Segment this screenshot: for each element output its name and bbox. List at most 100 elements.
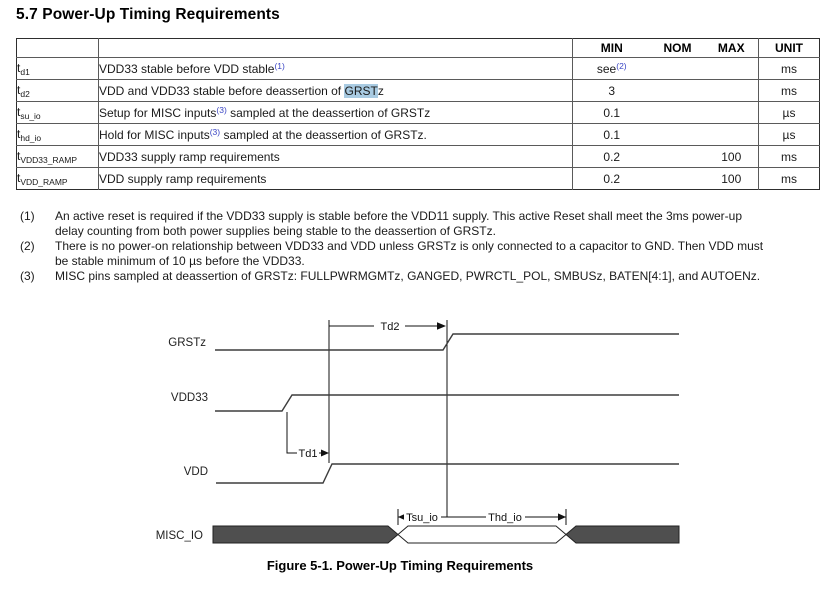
unit-value: µs: [758, 101, 820, 124]
min-value: 0.1: [572, 123, 651, 146]
param-symbol: td1: [16, 57, 99, 80]
table-row: tVDD33_RAMP VDD33 supply ramp requiremen…: [16, 145, 820, 168]
grstz-signal-label: GRSTz: [168, 337, 206, 349]
description-text: VDD33 supply ramp requirements: [99, 149, 280, 164]
footnote-number: (2): [20, 239, 35, 253]
description-text: Hold for MISC inputs: [99, 128, 210, 142]
param-description: Setup for MISC inputs(3) sampled at the …: [98, 101, 573, 124]
misc-io-bus-valid-right: [565, 525, 680, 544]
min-text: see: [596, 62, 617, 76]
thd-label-mask: [486, 510, 525, 524]
td1-label: Td1: [299, 448, 318, 460]
min-text: 3: [608, 84, 616, 98]
description-tail: sampled at the deassertion of GRSTz.: [220, 128, 427, 142]
unit-value: ms: [758, 167, 820, 190]
table-row: thd_io Hold for MISC inputs(3) sampled a…: [16, 123, 820, 146]
description-text: Setup for MISC inputs: [99, 106, 217, 120]
misc-io-signal-label: MISC_IO: [156, 530, 203, 542]
footnote-line: There is no power-on relationship betwee…: [55, 239, 764, 253]
nom-value: [650, 145, 705, 168]
min-value: 3: [572, 79, 651, 102]
max-value: [704, 101, 759, 124]
table-body: td1 VDD33 stable before VDD stable(1) se…: [16, 57, 820, 190]
misc-io-bus-valid-left: [212, 525, 399, 544]
footnotes: (1) An active reset is required if the V…: [20, 209, 820, 284]
unit-value: ms: [758, 145, 820, 168]
footnote-2: (2) There is no power-on relationship be…: [20, 239, 820, 269]
table-row: td1 VDD33 stable before VDD stable(1) se…: [16, 57, 820, 80]
max-value: [704, 57, 759, 80]
vdd33-signal-label: VDD33: [171, 392, 208, 404]
symbol-subscript: d1: [20, 66, 30, 77]
param-description: Hold for MISC inputs(3) sampled at the d…: [98, 123, 573, 146]
tsu-label-mask: [404, 510, 441, 524]
footnote-1: (1) An active reset is required if the V…: [20, 209, 820, 239]
header-unit: UNIT: [758, 38, 820, 58]
max-value: [704, 79, 759, 102]
header-max: MAX: [717, 41, 745, 55]
header-symbol: [16, 38, 99, 58]
symbol-base: t: [17, 82, 21, 97]
footnote-text: An active reset is required if the VDD33…: [55, 209, 820, 239]
nom-value: [650, 123, 705, 146]
symbol-base: t: [17, 126, 21, 141]
symbol-base: t: [17, 60, 21, 75]
min-value: see(2): [572, 57, 651, 80]
description-text: VDD33 stable before VDD stable: [99, 62, 275, 76]
thd-io-label: Thd_io: [488, 512, 522, 524]
unit-value: µs: [758, 123, 820, 146]
nom-value: [650, 79, 705, 102]
header-description: [98, 38, 573, 58]
timing-requirements-table: MIN NOM MAX UNIT td1 VDD33 stable before…: [16, 38, 820, 190]
grstz-waveform: [215, 333, 679, 351]
param-symbol: tsu_io: [16, 101, 99, 124]
footnote-link[interactable]: (1): [274, 61, 285, 71]
param-description: VDD and VDD33 stable before deassertion …: [98, 79, 573, 102]
param-description: VDD33 stable before VDD stable(1): [98, 57, 573, 80]
description-tail: sampled at the deassertion of GRSTz: [226, 106, 431, 120]
param-symbol: tVDD33_RAMP: [16, 145, 99, 168]
nom-value: [650, 101, 705, 124]
description-tail: z: [377, 84, 384, 98]
footnote-line: delay counting from both power supplies …: [55, 224, 496, 238]
table-header-row: MIN NOM MAX UNIT: [16, 38, 820, 58]
table-row: tVDD_RAMP VDD supply ramp requirements 0…: [16, 167, 820, 190]
figure-caption: Figure 5-1. Power-Up Timing Requirements: [266, 558, 534, 573]
min-value: 0.1: [572, 101, 651, 124]
footnote-line: MISC pins sampled at deassertion of GRST…: [55, 269, 761, 283]
min-text: 0.1: [603, 106, 621, 120]
table-row: td2 VDD and VDD33 stable before deassert…: [16, 79, 820, 102]
param-description: VDD33 supply ramp requirements: [98, 145, 573, 168]
max-value: [704, 123, 759, 146]
footnote-link[interactable]: (3): [209, 127, 221, 137]
symbol-subscript: hd_io: [20, 132, 42, 143]
header-min: MIN: [600, 41, 623, 55]
footnote-line: An active reset is required if the VDD33…: [55, 209, 742, 223]
table-row: tsu_io Setup for MISC inputs(3) sampled …: [16, 101, 820, 124]
footnote-link[interactable]: (3): [216, 105, 227, 115]
description-text: VDD supply ramp requirements: [99, 171, 267, 186]
footnote-number: (1): [20, 209, 35, 223]
nom-value: [650, 167, 705, 190]
footnote-link[interactable]: (2): [616, 61, 627, 71]
description-text: VDD and VDD33 stable before deassertion …: [99, 84, 345, 98]
header-nom: NOM: [663, 41, 692, 55]
vdd33-waveform: [215, 394, 679, 412]
footnote-number: (3): [20, 269, 35, 283]
symbol-subscript: d2: [20, 88, 30, 99]
unit-value: ms: [758, 79, 820, 102]
min-value: 0.2: [572, 145, 651, 168]
min-text: 0.2: [603, 171, 621, 186]
min-text: 0.2: [603, 149, 621, 164]
footnote-text: MISC pins sampled at deassertion of GRST…: [55, 269, 820, 284]
footnote-3: (3) MISC pins sampled at deassertion of …: [20, 269, 820, 284]
section-title: 5.7 Power-Up Timing Requirements: [16, 6, 280, 23]
param-symbol: td2: [16, 79, 99, 102]
footnote-line: be stable minimum of 10 µs before the VD…: [55, 254, 305, 268]
min-value: 0.2: [572, 167, 651, 190]
max-value: 100: [704, 145, 759, 168]
td2-label-mask: [374, 318, 405, 332]
highlighted-text: GRST: [344, 84, 378, 98]
misc-io-bus-open-window: [397, 525, 567, 544]
